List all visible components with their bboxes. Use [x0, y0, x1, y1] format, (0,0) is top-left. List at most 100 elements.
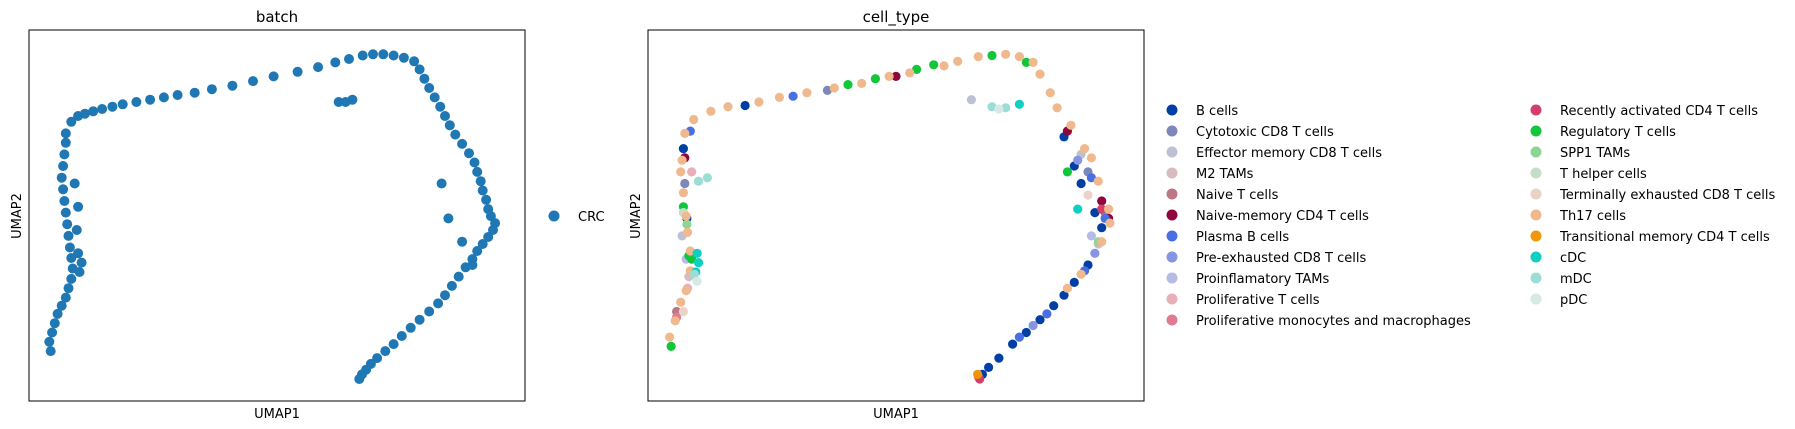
point-crc	[414, 314, 425, 325]
point-crc	[414, 64, 425, 75]
point-crc	[477, 185, 488, 196]
legend-label-mdc: mDC	[1560, 272, 1592, 287]
point-regulatory-t-cells	[843, 80, 853, 90]
point-th17-cells	[1001, 49, 1011, 59]
batch-title: batch	[256, 8, 298, 26]
point-crc	[60, 128, 71, 139]
point-crc	[330, 57, 341, 68]
point-regulatory-t-cells	[929, 60, 939, 70]
point-th17-cells	[905, 68, 915, 78]
point-cdc	[1073, 204, 1083, 214]
point-crc	[388, 339, 399, 350]
point-cdc	[693, 258, 704, 268]
point-mdc	[1001, 103, 1011, 113]
legend-label-proliferative-monocytes-and-macrophages: Proliferative monocytes and macrophages	[1196, 314, 1471, 329]
point-cdc	[692, 248, 702, 258]
point-th17-cells	[682, 227, 693, 237]
point-regulatory-t-cells	[666, 341, 676, 351]
point-th17-cells	[1076, 269, 1086, 279]
legend-label-recently-activated-cd4-t-cells: Recently activated CD4 T cells	[1560, 104, 1758, 119]
point-b-cells	[1090, 208, 1100, 218]
cell-type-legend: B cells Cytotoxic CD8 T cells Effector mem…	[1166, 104, 1775, 329]
legend-label-spp1-tams: SPP1 TAMs	[1560, 146, 1630, 161]
point-crc	[71, 225, 82, 235]
point-b-cells	[1069, 277, 1079, 287]
point-crc	[488, 225, 498, 235]
legend-label-cytotoxic-cd8-t-cells: Cytotoxic CD8 T cells	[1196, 125, 1334, 140]
point-naive-memory-cd4-t-cells	[1097, 196, 1107, 206]
point-crc	[63, 283, 74, 294]
batch-xlabel: UMAP1	[254, 407, 300, 422]
cell-type-ylabel: UMAP2	[629, 193, 644, 239]
point-crc	[60, 207, 71, 218]
point-crc	[444, 120, 455, 131]
point-th17-cells	[706, 106, 716, 116]
point-crc	[464, 148, 474, 159]
legend-marker-t-helper-cells	[1530, 167, 1542, 179]
point-mdc	[689, 269, 700, 279]
point-proliferative-t-cells	[687, 167, 697, 177]
legend-marker-m2-tams	[1166, 167, 1178, 179]
point-cytotoxic-cd8-t-cells	[680, 178, 690, 189]
point-crc	[56, 300, 67, 311]
legend-marker-cdc	[1530, 251, 1542, 263]
point-mdc	[693, 176, 704, 186]
legend-marker-b-cells	[1166, 104, 1178, 116]
cell-type-title: cell_type	[863, 8, 930, 27]
cell-type-points	[665, 49, 1115, 384]
point-b-cells	[740, 100, 750, 111]
point-naive-memory-cd4-t-cells	[891, 71, 901, 81]
point-th17-cells	[884, 71, 894, 81]
point-crc	[49, 318, 60, 329]
point-crc	[457, 138, 468, 149]
point-crc	[268, 71, 279, 82]
legend-marker-transitional-memory-cd4-t-cells	[1530, 230, 1542, 242]
point-plasma-b-cells	[1042, 309, 1052, 319]
point-crc	[227, 80, 238, 91]
point-crc	[472, 166, 483, 177]
point-b-cells	[1049, 301, 1059, 311]
legend-label-pdc: pDC	[1560, 293, 1587, 308]
legend-label-proinflamatory-tams: Proinflamatory TAMs	[1196, 272, 1330, 287]
point-crc	[76, 257, 87, 268]
batch-panel: batch UMAP1 UMAP2 CRC	[10, 8, 605, 422]
point-th17-cells	[1062, 283, 1072, 293]
point-pdc	[692, 276, 702, 286]
legend-label-b-cells: B cells	[1196, 104, 1238, 119]
point-crc	[292, 66, 303, 77]
point-crc	[436, 178, 447, 189]
point-crc	[145, 94, 156, 105]
point-th17-cells	[678, 188, 689, 198]
point-crc	[344, 54, 354, 64]
point-crc	[56, 172, 67, 183]
point-crc	[59, 196, 70, 206]
point-proinflamatory-tams	[1086, 231, 1096, 241]
point-crc	[398, 52, 409, 63]
point-crc	[62, 219, 73, 230]
point-th17-cells	[1086, 153, 1096, 163]
legend-marker-plasma-b-cells	[1166, 230, 1178, 242]
point-crc	[88, 106, 99, 117]
point-th17-cells	[953, 56, 963, 66]
point-b-cells	[1035, 315, 1045, 325]
legend-label-effector-memory-cd8-t-cells: Effector memory CD8 T cells	[1196, 146, 1382, 161]
point-crc	[59, 149, 70, 160]
legend-marker-effector-memory-cd8-t-cells	[1166, 146, 1178, 158]
legend-marker-naive-memory-cd4-t-cells	[1166, 209, 1178, 221]
point-crc	[206, 84, 217, 95]
point-crc	[433, 298, 444, 309]
point-th17-cells	[681, 211, 691, 221]
batch-legend: CRC	[548, 210, 605, 225]
legend-label-crc: CRC	[578, 210, 605, 225]
point-crc	[158, 92, 169, 103]
point-crc	[446, 280, 457, 291]
point-crc	[424, 306, 435, 317]
legend-marker-crc	[548, 210, 560, 222]
point-crc	[475, 176, 486, 187]
point-th17-cells	[1093, 176, 1103, 186]
point-regulatory-t-cells	[1062, 167, 1072, 177]
point-th17-cells	[1097, 237, 1107, 247]
point-pre-exhausted-cd8-t-cells	[1028, 320, 1038, 331]
point-crc	[60, 292, 71, 303]
